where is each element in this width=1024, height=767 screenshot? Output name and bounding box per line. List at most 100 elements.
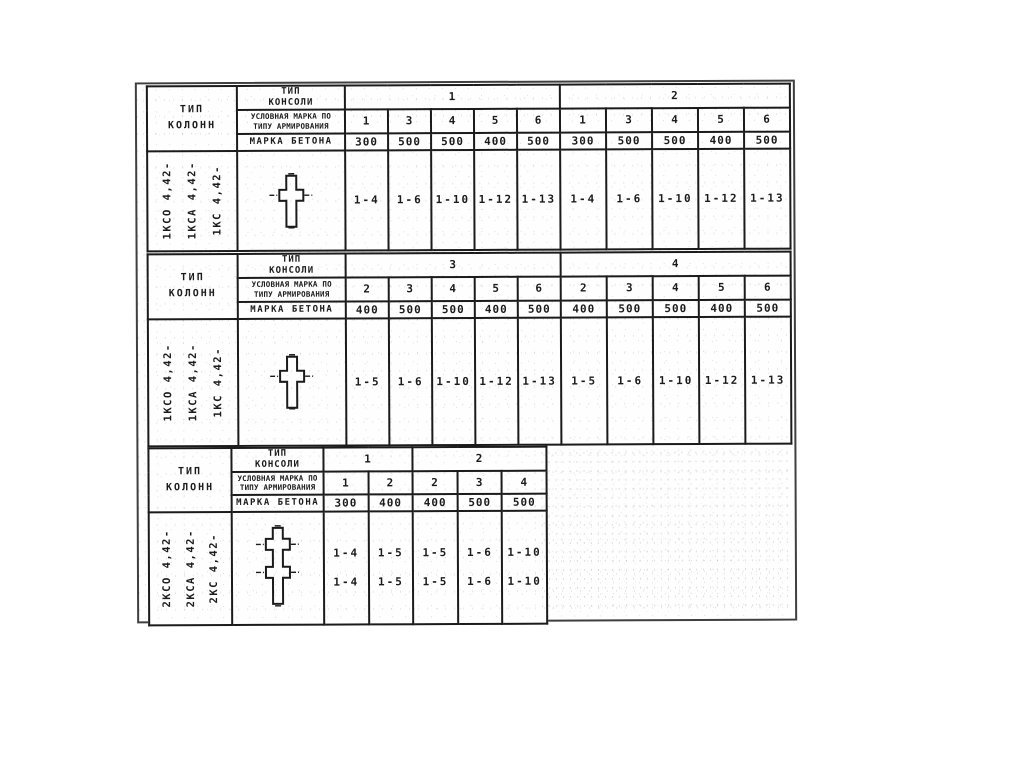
document-scan-frame: ТИП КОЛОНН ТИП КОНСОЛИ 1 2 УСЛОВНАЯ МАРК… <box>134 79 798 626</box>
column-type-header-label: ТИП КОЛОНН <box>166 465 215 494</box>
value-cell: 1-13 <box>517 149 561 250</box>
value-cell: 1-10 1-10 <box>502 510 548 624</box>
concrete-grade-cell: 300 <box>323 494 369 512</box>
concrete-grade-cell: 500 <box>606 299 653 317</box>
reinforcement-type-header: УСЛОВНАЯ МАРКА ПО ТИПУ АРМИРОВАНИЯ <box>236 109 346 134</box>
reinforcement-mark-cell: 5 <box>474 276 518 301</box>
reinforcement-type-header-label: УСЛОВНАЯ МАРКА ПО ТИПУ АРМИРОВАНИЯ <box>237 473 318 493</box>
console-group-label: 1 <box>344 84 560 110</box>
reinforcement-mark-cell: 1 <box>559 107 607 133</box>
band-2-table: ТИП КОЛОНН ТИП КОНСОЛИ 3 4 УСЛОВНАЯ МАРК… <box>146 250 793 447</box>
value-cell: 1-5 <box>560 316 608 445</box>
reinforcement-type-header-label: УСЛОВНАЯ МАРКА ПО ТИПУ АРМИРОВАНИЯ <box>251 279 332 299</box>
value-cell: 1-6 <box>606 316 654 444</box>
value-cell: 1-10 <box>652 148 699 249</box>
value-cell: 1-13 <box>744 148 791 249</box>
concrete-grade-cell: 500 <box>388 300 432 318</box>
value-cell: 1-12 <box>474 149 518 250</box>
concrete-grade-cell: 500 <box>744 299 791 317</box>
reinforcement-mark-cell: 1 <box>344 108 389 134</box>
single-console-column-icon <box>270 354 315 410</box>
reinforcement-type-header: УСЛОВНАЯ МАРКА ПО ТИПУ АРМИРОВАНИЯ <box>231 471 324 495</box>
concrete-grade-header: МАРКА БЕТОНА <box>237 301 346 319</box>
reinforcement-mark-cell: 3 <box>388 276 432 301</box>
reinforcement-mark-cell: 2 <box>368 470 413 495</box>
concrete-grade-cell: 500 <box>652 131 699 149</box>
reinforcement-mark-cell: 6 <box>516 108 561 133</box>
reinforcement-mark-cell: 2 <box>345 276 389 302</box>
reinforcement-mark-cell: 4 <box>430 108 475 133</box>
column-series-label: 1КСА 4,42- <box>186 161 199 240</box>
value-top: 1-5 <box>377 546 404 560</box>
column-symbol-cell <box>237 318 347 446</box>
reinforcement-mark-cell: 4 <box>501 470 547 494</box>
console-type-header: ТИП КОНСОЛИ <box>236 85 345 110</box>
reinforcement-mark-cell: 3 <box>387 108 432 133</box>
concrete-grade-cell: 500 <box>501 493 547 511</box>
band-3-table: ТИП КОЛОНН ТИП КОНСОЛИ 1 2 УСЛОВНАЯ МАРК… <box>147 445 549 626</box>
value-cell: 1-10 <box>431 317 476 445</box>
concrete-grade-cell: 300 <box>560 131 607 150</box>
column-series-cell: 2КСО 4,42- 2КСА 4,42- 2КС 4,42- <box>148 511 233 625</box>
value-top: 1-5 <box>422 546 449 560</box>
console-group-label: 1 <box>323 447 413 472</box>
column-series-label: 2КСА 4,42- <box>184 529 197 608</box>
reinforcement-mark-cell: 6 <box>744 275 791 300</box>
concrete-grade-cell: 400 <box>368 493 413 512</box>
reinforcement-type-header-label: УСЛОВНАЯ МАРКА ПО ТИПУ АРМИРОВАНИЯ <box>250 111 332 131</box>
concrete-grade-cell: 400 <box>412 493 458 511</box>
column-series-label: 2КСО 4,42- <box>161 529 174 608</box>
column-series-label: 1КС 4,42- <box>211 346 225 418</box>
reinforcement-mark-cell: 4 <box>652 275 699 300</box>
column-symbol-cell <box>237 150 346 251</box>
concrete-grade-cell: 500 <box>652 299 699 317</box>
reinforcement-mark-cell: 3 <box>605 107 653 132</box>
scan-noise-patch <box>538 447 790 614</box>
concrete-grade-cell: 400 <box>698 299 745 317</box>
reinforcement-mark-cell: 2 <box>560 275 607 301</box>
value-bottom: 1-5 <box>422 575 449 589</box>
value-cell: 1-6 <box>606 148 653 249</box>
column-symbol-cell <box>231 511 325 625</box>
value-cell: 1-6 <box>388 317 433 445</box>
column-type-header-label: ТИП КОЛОНН <box>167 104 217 132</box>
reinforcement-mark-cell: 5 <box>473 108 518 133</box>
value-bottom: 1-10 <box>507 574 542 588</box>
column-series-cell: 1КСО 4,42- 1КСА 4,42- 1КС 4,42- <box>147 318 239 446</box>
reinforcement-mark-cell: 5 <box>698 275 745 300</box>
concrete-grade-cell: 500 <box>517 132 561 150</box>
console-group-label: 4 <box>560 251 791 277</box>
column-series-label: 1КС 4,42- <box>211 165 224 236</box>
column-series-label: 1КСО 4,42- <box>161 343 175 422</box>
value-bottom: 1-4 <box>333 575 360 589</box>
value-cell: 1-5 1-5 <box>412 510 458 624</box>
reinforcement-mark-cell: 2 <box>412 470 458 494</box>
console-type-header-label: ТИП КОНСОЛИ <box>269 254 315 276</box>
value-top: 1-6 <box>466 545 493 560</box>
console-type-header: ТИП КОНСОЛИ <box>231 447 324 472</box>
value-top: 1-10 <box>507 545 542 559</box>
reinforcement-mark-cell: 4 <box>651 107 699 132</box>
value-cell: 1-6 1-6 <box>457 510 503 624</box>
reinforcement-mark-cell: 6 <box>517 276 561 301</box>
value-bottom: 1-5 <box>377 575 404 589</box>
reinforcement-mark-cell: 3 <box>457 470 502 494</box>
value-cell: 1-4 <box>345 149 389 251</box>
concrete-grade-cell: 300 <box>345 132 389 151</box>
reinforcement-type-header: УСЛОВНАЯ МАРКА ПО ТИПУ АРМИРОВАНИЯ <box>237 277 346 302</box>
concrete-grade-header: МАРКА БЕТОНА <box>231 494 324 512</box>
column-series-label: 1КСА 4,42- <box>186 343 200 422</box>
concrete-grade-header: МАРКА БЕТОНА <box>237 133 346 151</box>
single-console-column-icon <box>269 172 314 229</box>
console-group-label: 2 <box>412 446 547 471</box>
concrete-grade-cell: 500 <box>517 300 561 318</box>
value-cell: 1-5 1-5 <box>368 510 414 625</box>
value-cell: 1-13 <box>517 317 562 445</box>
concrete-grade-cell: 500 <box>388 132 432 150</box>
column-type-header-label: ТИП КОЛОНН <box>168 272 217 300</box>
value-cell: 1-12 <box>698 316 746 444</box>
value-cell: 1-6 <box>388 149 432 250</box>
column-type-header: ТИП КОЛОНН <box>146 85 238 151</box>
concrete-grade-cell: 400 <box>698 131 745 149</box>
console-type-header-label: ТИП КОНСОЛИ <box>255 448 300 470</box>
